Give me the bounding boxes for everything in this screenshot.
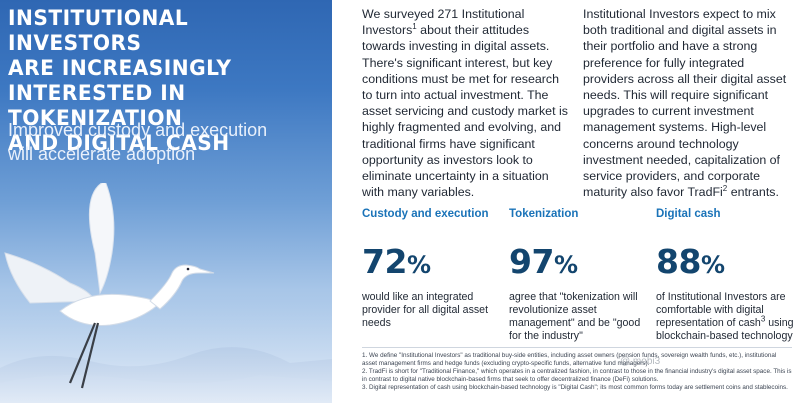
stat-value: 72% <box>362 244 512 283</box>
stat-number: 72 <box>362 242 407 281</box>
stat-value: 97% <box>509 244 659 283</box>
stat-description-text: using blockchain-based technology <box>656 317 794 342</box>
stat-description-text: of Institutional Investors are comfortab… <box>656 291 786 329</box>
stat-description: of Institutional Investors are comfortab… <box>656 291 796 343</box>
stat-value: 88% <box>656 244 800 283</box>
hero-panel: INSTITUTIONAL INVESTORS ARE INCREASINGLY… <box>0 0 332 403</box>
egret-illustration <box>0 183 332 403</box>
stat-description: agree that "tokenization will revolution… <box>509 291 641 342</box>
stat-unit: % <box>406 251 431 279</box>
stat-heading: Custody and execution <box>362 208 489 220</box>
stat-custody: Custody and execution 72% would like an … <box>362 208 512 330</box>
hero-title: INSTITUTIONAL INVESTORS ARE INCREASINGLY… <box>8 6 315 156</box>
intro-text: about their attitudes towards investing … <box>362 23 568 200</box>
stat-tokenization: Tokenization 97% agree that "tokenizatio… <box>509 208 659 343</box>
hero-subtitle-line: Improved custody and execution <box>8 120 268 140</box>
intro-text: entrants. <box>727 185 779 200</box>
stat-digital-cash: Digital cash 88% of Institutional Invest… <box>656 208 800 343</box>
footnote: 3. Digital representation of cash using … <box>362 384 788 392</box>
intro-column-left: We surveyed 271 Institutional Investors1… <box>362 6 572 200</box>
stat-unit: % <box>700 251 725 279</box>
hero-title-line: ARE INCREASINGLY <box>8 56 232 80</box>
stat-number: 88 <box>656 242 701 281</box>
footnote-ref: 2 <box>722 184 728 194</box>
intro-text: Institutional Investors expect to mix bo… <box>583 7 787 200</box>
stat-description: would like an integrated provider for al… <box>362 291 489 329</box>
intro-text: We surveyed 271 Institutional Investors <box>362 7 525 38</box>
stat-heading: Tokenization <box>509 208 579 220</box>
footnote-ref: 1 <box>412 22 417 32</box>
footnote: 2. TradFi is short for "Traditional Fina… <box>362 368 792 384</box>
hero-title-line: INSTITUTIONAL INVESTORS <box>8 6 189 55</box>
stat-number: 97 <box>509 242 554 281</box>
hero-subtitle: Improved custody and execution will acce… <box>8 118 328 166</box>
stat-heading: Digital cash <box>656 208 721 220</box>
stat-unit: % <box>553 251 578 279</box>
watermark: @ mobi3 <box>620 356 661 367</box>
hero-title-line: INTERESTED IN TOKENIZATION <box>8 81 186 130</box>
footnotes: 1. We define "Institutional Investors" a… <box>362 347 792 392</box>
intro-column-right: Institutional Investors expect to mix bo… <box>583 6 795 200</box>
hero-title-line: AND DIGITAL CASH <box>8 131 230 155</box>
footnote-ref: 3 <box>760 314 766 324</box>
footnote: 1. We define "Institutional Investors" a… <box>362 352 777 368</box>
hero-subtitle-line: will accelerate adoption <box>8 144 196 164</box>
